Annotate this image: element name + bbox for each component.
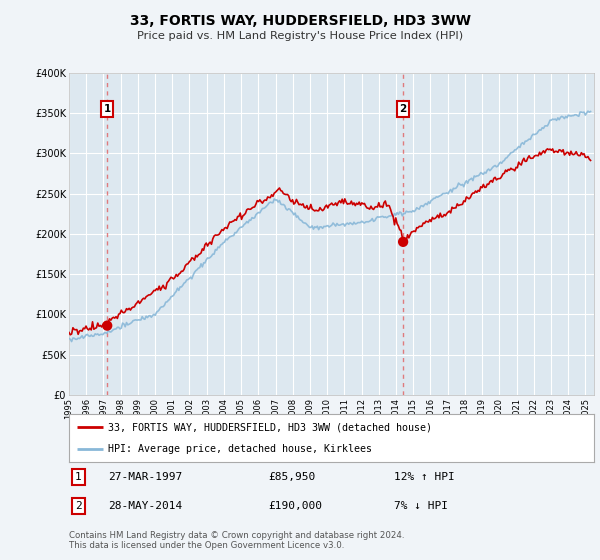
Text: 7% ↓ HPI: 7% ↓ HPI bbox=[395, 501, 449, 511]
Text: 2: 2 bbox=[400, 104, 407, 114]
Text: Contains HM Land Registry data © Crown copyright and database right 2024.
This d: Contains HM Land Registry data © Crown c… bbox=[69, 531, 404, 550]
Text: 33, FORTIS WAY, HUDDERSFIELD, HD3 3WW (detached house): 33, FORTIS WAY, HUDDERSFIELD, HD3 3WW (d… bbox=[109, 422, 433, 432]
Text: HPI: Average price, detached house, Kirklees: HPI: Average price, detached house, Kirk… bbox=[109, 444, 373, 454]
Text: 12% ↑ HPI: 12% ↑ HPI bbox=[395, 472, 455, 482]
Point bbox=[398, 237, 408, 246]
Text: 1: 1 bbox=[104, 104, 111, 114]
Text: 2: 2 bbox=[75, 501, 82, 511]
Text: 28-MAY-2014: 28-MAY-2014 bbox=[109, 501, 182, 511]
Text: £190,000: £190,000 bbox=[269, 501, 323, 511]
Text: 27-MAR-1997: 27-MAR-1997 bbox=[109, 472, 182, 482]
Text: 33, FORTIS WAY, HUDDERSFIELD, HD3 3WW: 33, FORTIS WAY, HUDDERSFIELD, HD3 3WW bbox=[130, 14, 470, 28]
Text: 1: 1 bbox=[75, 472, 82, 482]
Text: £85,950: £85,950 bbox=[269, 472, 316, 482]
Text: Price paid vs. HM Land Registry's House Price Index (HPI): Price paid vs. HM Land Registry's House … bbox=[137, 31, 463, 41]
Point bbox=[103, 321, 112, 330]
